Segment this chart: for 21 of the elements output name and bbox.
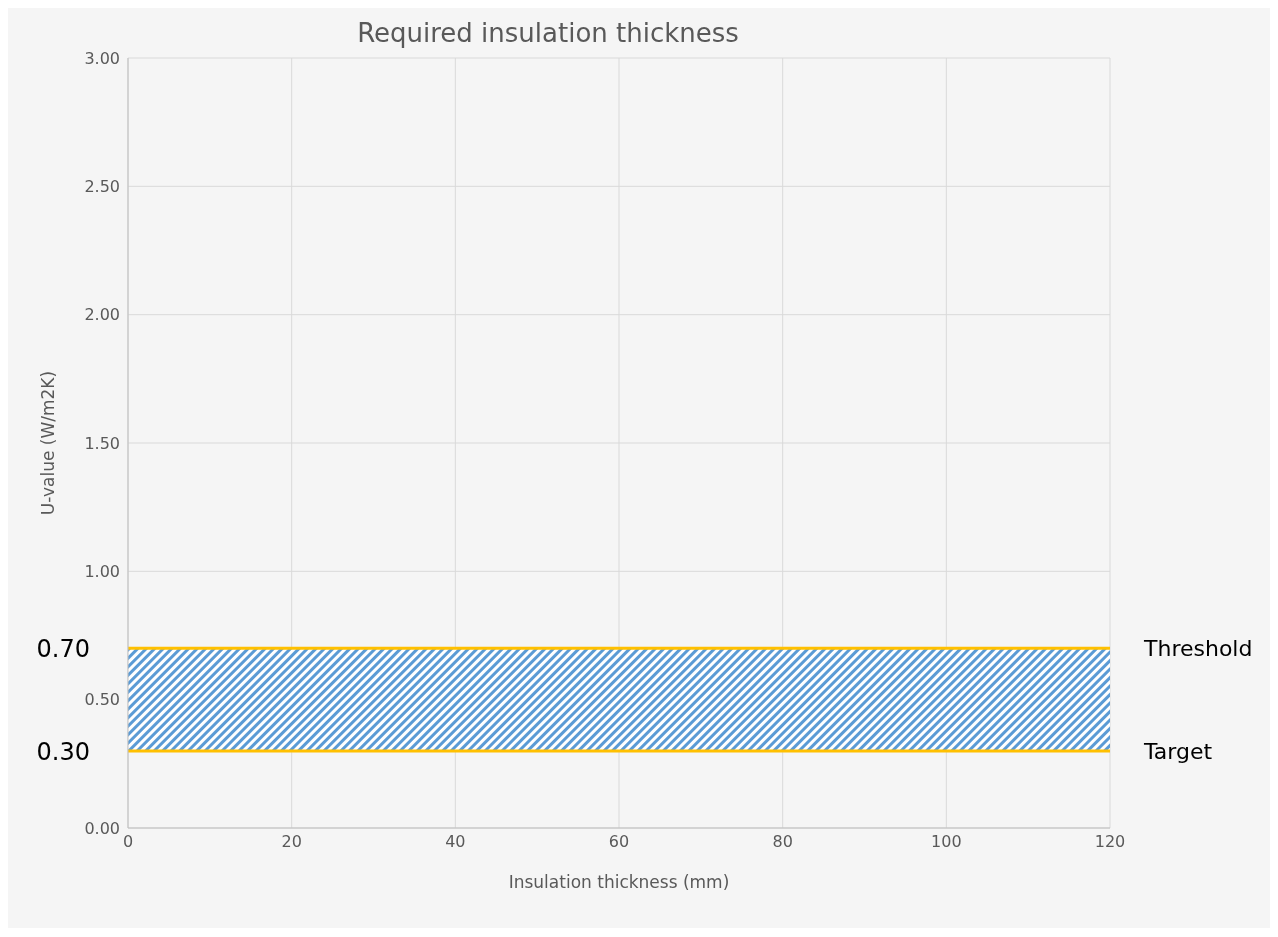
x-tick-label: 0 [122, 832, 134, 852]
x-tick-label: 100 [931, 832, 962, 852]
y-axis-title: U-value (W/m2K) [38, 370, 59, 516]
x-tick-label: 80 [772, 832, 793, 852]
y-tick-label: 1.50 [84, 433, 120, 453]
annotation: 0.30 [36, 737, 90, 766]
y-tick-label: 0.00 [84, 818, 120, 838]
annotation: 0.70 [36, 634, 90, 663]
ref-line-label: Threshold [1143, 636, 1253, 662]
chart-title: Required insulation thickness [356, 18, 740, 48]
ref-line-label: Target [1143, 738, 1213, 764]
y-tick-label: 0.50 [84, 690, 120, 710]
y-tick-label: 3.00 [84, 48, 120, 68]
y-tick-label: 1.00 [84, 562, 120, 582]
y-tick-label: 2.00 [84, 305, 120, 325]
x-tick-label: 60 [608, 832, 630, 852]
y-tick-label: 2.50 [84, 177, 120, 197]
x-tick-label: 40 [445, 832, 466, 852]
x-tick-label: 120 [1094, 832, 1126, 852]
x-axis-title: Insulation thickness (mm) [508, 872, 730, 892]
x-tick-label: 20 [281, 832, 302, 852]
